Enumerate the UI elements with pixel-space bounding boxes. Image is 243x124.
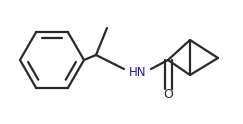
Text: HN: HN: [129, 65, 147, 78]
Text: O: O: [163, 89, 173, 102]
